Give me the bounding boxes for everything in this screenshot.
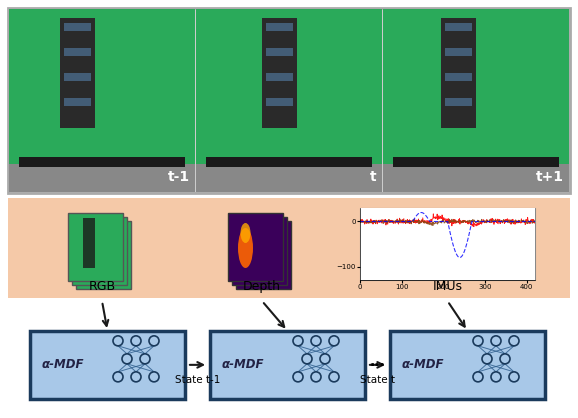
Circle shape	[320, 354, 330, 364]
Text: α-MDF: α-MDF	[42, 358, 84, 371]
Ellipse shape	[244, 227, 254, 247]
Circle shape	[311, 372, 321, 382]
FancyBboxPatch shape	[8, 8, 570, 193]
Circle shape	[131, 372, 141, 382]
Circle shape	[491, 336, 501, 346]
Circle shape	[491, 372, 501, 382]
Text: RGB: RGB	[88, 280, 116, 293]
Bar	[8, 198, 570, 298]
Bar	[64, 23, 91, 31]
Bar	[91, 226, 102, 276]
Bar	[87, 222, 98, 272]
Circle shape	[149, 336, 159, 346]
Text: t: t	[370, 170, 377, 184]
Bar	[76, 221, 131, 289]
Ellipse shape	[238, 228, 253, 268]
Circle shape	[122, 354, 132, 364]
Bar	[235, 221, 291, 289]
Circle shape	[482, 354, 492, 364]
Text: IMUs: IMUs	[432, 280, 462, 293]
Bar	[83, 218, 94, 268]
Circle shape	[329, 372, 339, 382]
Bar	[64, 98, 91, 106]
Bar	[266, 98, 293, 106]
Circle shape	[113, 336, 123, 346]
Bar	[64, 48, 91, 56]
Bar	[393, 157, 559, 167]
Circle shape	[149, 372, 159, 382]
Ellipse shape	[246, 236, 261, 276]
Bar	[442, 18, 476, 128]
Circle shape	[293, 336, 303, 346]
Ellipse shape	[242, 232, 257, 272]
Bar	[446, 98, 472, 106]
Text: ...: ...	[369, 355, 386, 369]
Bar	[360, 208, 535, 280]
Circle shape	[131, 336, 141, 346]
Bar	[9, 9, 195, 192]
Text: α-MDF: α-MDF	[222, 358, 265, 371]
Bar	[446, 23, 472, 31]
Text: State t: State t	[360, 375, 395, 385]
Circle shape	[473, 336, 483, 346]
Circle shape	[500, 354, 510, 364]
Bar	[383, 9, 569, 192]
Text: t-1: t-1	[168, 170, 190, 184]
Text: State t-1: State t-1	[175, 375, 220, 385]
FancyBboxPatch shape	[30, 331, 185, 399]
Bar	[72, 217, 127, 285]
Bar	[206, 157, 372, 167]
Bar	[266, 23, 293, 31]
Ellipse shape	[249, 231, 258, 251]
Text: t+1: t+1	[536, 170, 564, 184]
Ellipse shape	[240, 223, 250, 243]
Bar	[68, 213, 123, 281]
FancyBboxPatch shape	[210, 331, 365, 399]
Bar	[262, 18, 297, 128]
Bar	[196, 9, 382, 192]
Bar	[266, 48, 293, 56]
Circle shape	[140, 354, 150, 364]
Bar	[266, 73, 293, 81]
Bar	[9, 164, 195, 192]
Bar	[232, 217, 287, 285]
Circle shape	[302, 354, 312, 364]
Bar	[446, 48, 472, 56]
Bar	[228, 213, 283, 281]
Circle shape	[293, 372, 303, 382]
Bar	[64, 73, 91, 81]
Bar	[19, 157, 185, 167]
Bar	[383, 164, 569, 192]
Text: Depth: Depth	[243, 280, 281, 293]
Text: α-MDF: α-MDF	[402, 358, 444, 371]
Circle shape	[329, 336, 339, 346]
Circle shape	[509, 372, 519, 382]
Circle shape	[113, 372, 123, 382]
Circle shape	[311, 336, 321, 346]
Circle shape	[509, 336, 519, 346]
Bar	[196, 164, 382, 192]
Circle shape	[473, 372, 483, 382]
Bar	[446, 73, 472, 81]
Bar	[60, 18, 95, 128]
FancyBboxPatch shape	[390, 331, 545, 399]
